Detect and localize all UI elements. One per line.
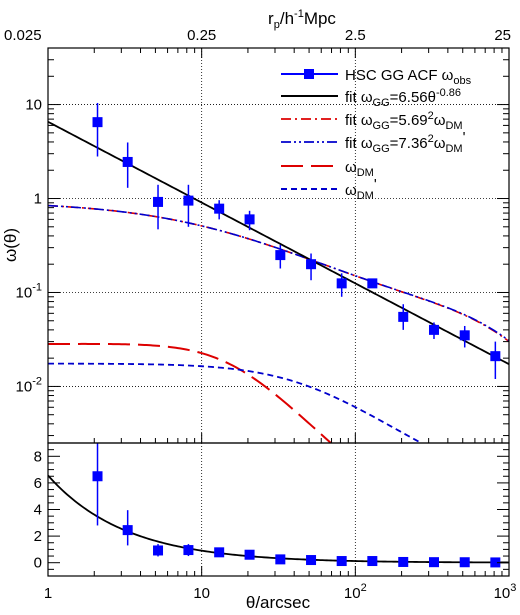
upper-data-point xyxy=(183,195,194,206)
curve-dmprime xyxy=(48,362,424,443)
lower-data-point xyxy=(183,545,194,556)
lower-data-point xyxy=(428,557,439,568)
upper-data-point xyxy=(398,311,409,322)
x-tick-label: 103 xyxy=(494,582,517,602)
lower-data-points xyxy=(92,443,501,568)
lower-data-point xyxy=(214,547,225,558)
upper-gridlines xyxy=(48,48,509,443)
upper-data-points xyxy=(92,102,501,379)
legend-label-dmprime-fit: fit ωGG=7.362ωDM' xyxy=(345,129,466,155)
top-tick-label: 25 xyxy=(494,27,511,44)
upper-data-point xyxy=(275,250,286,261)
upper-data-point xyxy=(336,278,347,289)
lower-data-point xyxy=(306,555,317,566)
lower-data-point xyxy=(153,545,164,556)
lower-y-tick-label: 0 xyxy=(34,555,42,572)
upper-data-point xyxy=(428,324,439,335)
lower-y-tick-label: 6 xyxy=(34,475,42,492)
lower-y-tick-label: 2 xyxy=(34,528,42,545)
x-tick-label: 10 xyxy=(193,585,210,602)
curve-power-fit xyxy=(48,120,509,365)
legend-label-dm: ωDM xyxy=(345,159,374,179)
top-tick-label: 0.025 xyxy=(4,27,42,44)
upper-data-point xyxy=(153,196,164,207)
y-axis-title: ω(θ) xyxy=(1,228,20,262)
curve-dm-fit xyxy=(48,204,509,343)
lower-data-point xyxy=(398,556,409,567)
x-axis-title: θ/arcsec xyxy=(246,593,311,612)
axis-ticks xyxy=(47,47,509,577)
upper-data-point xyxy=(122,156,133,167)
y-tick-label: 10 xyxy=(25,97,42,114)
lower-data-point xyxy=(92,471,103,482)
lower-y-tick-label: 8 xyxy=(34,448,42,465)
upper-curves xyxy=(48,120,509,443)
lower-curves xyxy=(48,474,509,564)
lower-data-point xyxy=(459,557,470,568)
lower-data-point xyxy=(122,525,133,536)
top-tick-label: 0.25 xyxy=(187,27,216,44)
legend-label-power-fit: fit ωGG=6.56θ-0.86 xyxy=(345,87,461,109)
lower-data-point xyxy=(275,554,286,565)
lower-curve-power-fit xyxy=(48,474,509,564)
y-tick-label: 10-2 xyxy=(16,375,42,395)
upper-data-point xyxy=(459,330,470,341)
top-axis-title: rp/h-1Mpc xyxy=(268,8,336,31)
lower-data-point xyxy=(244,549,255,560)
lower-gridlines xyxy=(201,443,356,576)
lower-y-tick-label: 4 xyxy=(34,502,42,519)
top-tick-label: 2.5 xyxy=(345,27,366,44)
lower-data-point xyxy=(367,556,378,567)
upper-panel-frame xyxy=(47,47,510,444)
axis-tick-labels: 1 10 102 103 0.025 0.25 2.5 25 10-2 10-1 1 10 0 2 4 6 8 xyxy=(4,27,516,602)
x-tick-label: 102 xyxy=(344,582,367,602)
upper-data-point xyxy=(367,278,378,289)
lower-data-point xyxy=(336,556,347,567)
curve-dmprime-fit xyxy=(48,204,509,342)
y-tick-label: 10-1 xyxy=(16,281,42,301)
legend: HSC GG ACF ωobs fit ωGG=6.56θ-0.86 fit ω… xyxy=(281,67,472,202)
x-tick-label: 1 xyxy=(44,585,52,602)
y-tick-label: 1 xyxy=(34,191,42,208)
legend-label-observed: HSC GG ACF ωobs xyxy=(345,67,472,87)
upper-data-point xyxy=(214,203,225,214)
legend-label-dmprime: ωDM' xyxy=(345,176,377,202)
legend-marker-observed xyxy=(304,69,314,79)
curve-dm xyxy=(48,342,333,443)
upper-data-point xyxy=(490,351,501,362)
legend-label-dm-fit: fit ωGG=5.692ωDM xyxy=(345,110,463,132)
upper-data-point xyxy=(306,259,317,270)
upper-data-point xyxy=(244,214,255,225)
upper-data-point xyxy=(92,117,103,128)
lower-data-point xyxy=(490,557,501,568)
